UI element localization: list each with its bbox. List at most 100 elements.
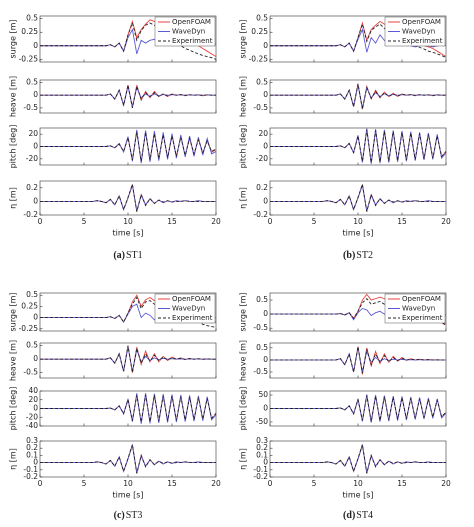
caption-text: ST1: [126, 250, 143, 261]
y-axis-label: heave [m]: [239, 76, 248, 117]
x-axis-label: time [s]: [342, 491, 373, 500]
x-tick-label: 0: [38, 217, 43, 226]
y-tick-label: 0.25: [21, 301, 38, 310]
y-tick-label: 0.2: [26, 443, 38, 452]
x-tick-label: 0: [268, 479, 273, 488]
x-tick-label: 15: [397, 217, 407, 226]
y-tick-label: 0: [263, 458, 268, 467]
caption-label: (a): [113, 250, 125, 261]
y-tick-label: 0: [33, 41, 38, 50]
x-tick-label: 5: [312, 479, 317, 488]
legend-label: WaveDyn: [172, 28, 205, 36]
y-tick-label: -0.2: [23, 472, 38, 481]
y-axis-label: η [m]: [239, 187, 248, 209]
caption: (d)ST4: [343, 510, 373, 521]
y-tick-label: 40: [28, 386, 38, 395]
series-line: [270, 395, 447, 422]
series-line: [40, 86, 216, 108]
y-tick-label: -0.5: [23, 368, 38, 377]
y-axis-label: surge [m]: [9, 293, 18, 332]
series-line: [40, 394, 217, 423]
y-tick-label: -0.1: [253, 465, 268, 474]
y-tick-label: -0.5: [23, 103, 38, 112]
y-tick-label: 0.1: [256, 450, 268, 459]
series-line: [270, 129, 447, 163]
y-tick-label: 0.25: [251, 27, 268, 36]
y-tick-label: 0: [33, 354, 38, 363]
y-tick-label: 0.1: [26, 450, 38, 459]
series-line: [40, 444, 216, 474]
x-tick-label: 5: [82, 217, 87, 226]
legend-label: WaveDyn: [402, 305, 435, 313]
y-tick-label: -0.5: [253, 323, 268, 332]
legend-label: Experiment: [172, 314, 213, 322]
y-tick-label: -0.5: [253, 367, 268, 376]
x-axis-label: time [s]: [342, 229, 373, 238]
y-tick-label: 0: [263, 355, 268, 364]
y-tick-label: -0.1: [23, 465, 38, 474]
y-tick-label: 20: [28, 129, 38, 138]
y-tick-label: -0.25: [249, 54, 269, 63]
series-line: [270, 83, 446, 110]
caption: (b)ST2: [343, 250, 373, 261]
y-tick-label: 0: [263, 90, 268, 99]
y-tick-label: 0: [263, 41, 268, 50]
x-tick-label: 10: [353, 217, 363, 226]
y-tick-label: -0.2: [253, 472, 268, 481]
y-tick-label: 0.5: [256, 78, 268, 87]
legend-label: Experiment: [402, 37, 443, 45]
x-tick-label: 0: [268, 217, 273, 226]
series-line: [40, 84, 216, 109]
legend-label: OpenFOAM: [402, 295, 441, 303]
x-tick-label: 15: [397, 479, 407, 488]
y-tick-label: 0: [263, 142, 268, 151]
series-line: [270, 297, 447, 326]
x-tick-label: 20: [441, 217, 451, 226]
y-tick-label: 0.5: [26, 14, 38, 23]
y-axis-label: pitch [deg]: [239, 387, 248, 431]
legend-label: OpenFOAM: [172, 295, 211, 303]
series-line: [40, 21, 217, 60]
legend-label: WaveDyn: [402, 28, 435, 36]
y-tick-label: 0.2: [26, 183, 38, 192]
y-axis-label: surge [m]: [239, 293, 248, 332]
x-tick-label: 15: [167, 479, 177, 488]
caption-text: ST2: [356, 250, 373, 261]
y-axis-label: heave [m]: [9, 76, 18, 117]
y-axis-label: pitch [deg]: [9, 125, 18, 169]
legend-label: Experiment: [172, 37, 213, 45]
y-tick-label: 0.5: [256, 343, 268, 352]
y-tick-label: -20: [26, 412, 38, 421]
y-axis-label: surge [m]: [239, 20, 248, 59]
series-line: [40, 296, 217, 328]
caption-label: (d): [343, 510, 355, 521]
y-tick-label: 0.5: [256, 14, 268, 23]
x-tick-label: 10: [123, 217, 133, 226]
x-tick-label: 10: [353, 479, 363, 488]
y-tick-label: 0: [33, 196, 38, 205]
y-tick-label: 0.5: [26, 290, 38, 299]
y-axis-label: η [m]: [9, 187, 18, 209]
series-line: [40, 393, 217, 424]
y-tick-label: 50: [258, 390, 268, 399]
x-tick-label: 10: [123, 479, 133, 488]
y-tick-label: -20: [26, 154, 38, 163]
y-tick-label: -40: [26, 421, 38, 430]
caption-label: (c): [114, 510, 125, 521]
y-tick-label: 0: [263, 196, 268, 205]
x-tick-label: 20: [211, 479, 221, 488]
y-tick-label: 0: [33, 90, 38, 99]
series-line: [270, 84, 446, 109]
y-tick-label: 0: [263, 404, 268, 413]
legend-label: OpenFOAM: [172, 18, 211, 26]
y-tick-label: 0.5: [26, 78, 38, 87]
y-tick-label: 0.3: [26, 436, 38, 445]
series-line: [40, 131, 217, 162]
y-tick-label: 0: [33, 404, 38, 413]
y-axis-label: pitch [deg]: [239, 125, 248, 169]
y-axis-label: heave [m]: [9, 340, 18, 381]
series-line: [40, 184, 216, 212]
y-tick-label: 0: [33, 313, 38, 322]
y-tick-label: 0.2: [256, 443, 268, 452]
